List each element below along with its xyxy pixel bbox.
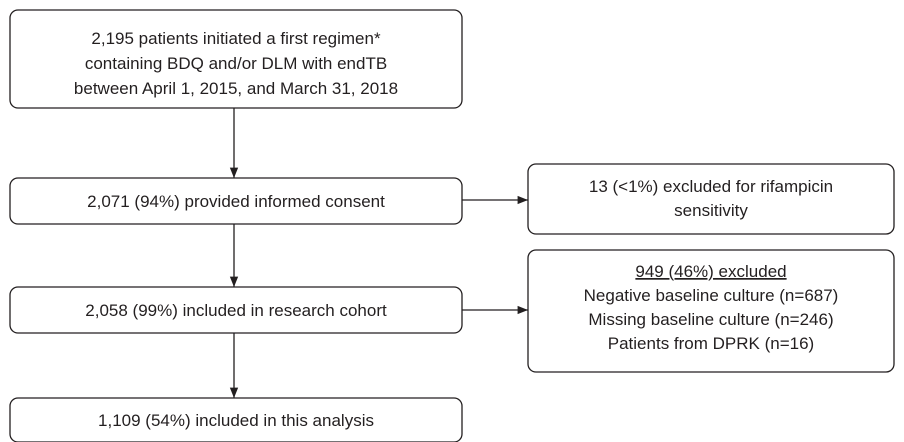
node-text: 13 (<1%) excluded for rifampicin: [589, 177, 833, 196]
box: [527, 163, 895, 235]
box: [527, 249, 895, 373]
node-text: Patients from DPRK (n=16): [608, 334, 814, 353]
node-text: 2,058 (99%) included in research cohort: [85, 301, 387, 320]
box: [9, 9, 463, 109]
node-text: Missing baseline culture (n=246): [588, 310, 833, 329]
node-text: 2,071 (94%) provided informed consent: [87, 192, 385, 211]
node-text: sensitivity: [674, 201, 748, 220]
node-text: 949 (46%) excluded: [635, 262, 786, 281]
node-text: 1,109 (54%) included in this analysis: [98, 411, 374, 430]
node-text: containing BDQ and/or DLM with endTB: [85, 54, 387, 73]
node-text: between April 1, 2015, and March 31, 201…: [74, 79, 398, 98]
node-text: 2,195 patients initiated a first regimen…: [91, 29, 381, 48]
node-text: Negative baseline culture (n=687): [584, 286, 839, 305]
box: [9, 177, 463, 225]
box: [9, 397, 463, 442]
